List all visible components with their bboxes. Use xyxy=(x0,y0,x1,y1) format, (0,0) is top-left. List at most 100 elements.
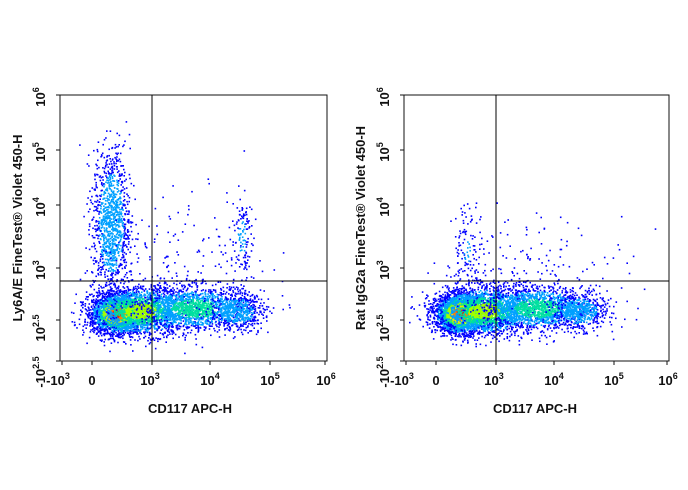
event-dot xyxy=(149,327,151,330)
event-dot xyxy=(98,321,100,323)
event-dot xyxy=(154,299,156,301)
event-dot xyxy=(107,301,110,304)
event-dot xyxy=(127,309,129,311)
event-dot xyxy=(87,316,90,319)
event-dot xyxy=(147,329,149,331)
event-dot xyxy=(90,323,92,326)
event-dot xyxy=(105,304,107,306)
event-dot xyxy=(99,331,102,334)
event-dot xyxy=(109,298,112,301)
event-dot xyxy=(113,330,116,332)
event-dot xyxy=(143,293,146,296)
event-dot xyxy=(96,321,99,323)
event-dot xyxy=(82,325,85,328)
event-dot xyxy=(222,322,225,324)
event-dot xyxy=(266,308,268,311)
event-dot xyxy=(257,329,259,332)
event-dot xyxy=(118,319,121,322)
event-dot xyxy=(114,286,116,288)
event-dot xyxy=(170,304,173,307)
event-dot xyxy=(99,312,102,315)
event-dot xyxy=(147,339,149,342)
event-dot xyxy=(179,282,181,284)
event-dot xyxy=(198,294,200,296)
event-dot xyxy=(134,325,137,327)
event-dot xyxy=(128,323,130,326)
event-dot xyxy=(100,323,103,325)
event-dot xyxy=(149,323,152,326)
event-dot xyxy=(172,287,174,289)
event-dot xyxy=(124,330,127,332)
event-dot xyxy=(95,327,97,330)
event-dot xyxy=(97,313,100,316)
event-dot xyxy=(153,327,156,329)
event-dot xyxy=(116,335,119,338)
event-dot xyxy=(103,292,105,294)
event-dot xyxy=(112,308,114,310)
event-dot xyxy=(128,325,131,328)
event-dot xyxy=(158,282,161,284)
event-dot xyxy=(118,291,121,293)
event-dot xyxy=(80,309,82,312)
event-dot xyxy=(91,299,93,302)
event-dot xyxy=(101,329,103,332)
event-dot xyxy=(82,334,84,336)
event-dot xyxy=(105,324,107,327)
event-dot xyxy=(94,315,97,317)
event-dot xyxy=(96,307,99,310)
event-dot xyxy=(112,293,114,296)
event-dot xyxy=(116,298,119,300)
event-dot xyxy=(138,283,140,286)
event-dot xyxy=(135,295,138,297)
event-dot xyxy=(134,319,136,322)
event-dot xyxy=(117,316,119,318)
event-dot xyxy=(136,326,138,328)
event-dot xyxy=(195,282,198,284)
event-dot xyxy=(127,298,130,300)
event-dot xyxy=(84,320,86,323)
event-dot xyxy=(99,332,102,335)
event-dot xyxy=(95,309,97,312)
event-dot xyxy=(164,331,166,334)
event-dot xyxy=(135,296,137,299)
event-dot xyxy=(170,305,172,308)
event-dot xyxy=(126,277,129,279)
event-dot xyxy=(111,312,114,314)
event-dot xyxy=(121,328,123,331)
event-dot xyxy=(111,306,113,309)
event-dot xyxy=(126,325,128,328)
event-dot xyxy=(98,324,100,326)
event-dot xyxy=(210,314,212,316)
event-dot xyxy=(141,309,144,311)
event-dot xyxy=(160,287,162,289)
event-dot xyxy=(159,338,161,341)
event-dot xyxy=(112,334,114,337)
event-dot xyxy=(139,316,141,318)
event-dot xyxy=(122,310,125,313)
event-dot xyxy=(119,294,121,297)
event-dot xyxy=(97,329,99,331)
event-dot xyxy=(117,299,119,302)
event-dot xyxy=(96,315,99,317)
event-dot xyxy=(118,333,120,335)
event-dot xyxy=(122,315,125,317)
event-dot xyxy=(144,277,147,280)
event-dot xyxy=(135,311,137,314)
event-dot xyxy=(107,298,110,300)
event-dot xyxy=(116,321,118,324)
event-dot xyxy=(126,291,129,294)
event-dot xyxy=(104,276,106,278)
event-dot xyxy=(128,330,131,332)
event-dot xyxy=(125,303,127,305)
event-dot xyxy=(172,292,174,295)
event-dot xyxy=(93,327,96,330)
event-dot xyxy=(186,323,188,326)
event-dot xyxy=(70,311,73,314)
event-dot xyxy=(132,306,134,308)
event-dot xyxy=(202,289,204,291)
event-dot xyxy=(109,325,112,328)
event-dot xyxy=(91,316,93,318)
event-dot xyxy=(142,317,145,319)
event-dot xyxy=(139,331,141,334)
event-dot xyxy=(166,303,169,306)
